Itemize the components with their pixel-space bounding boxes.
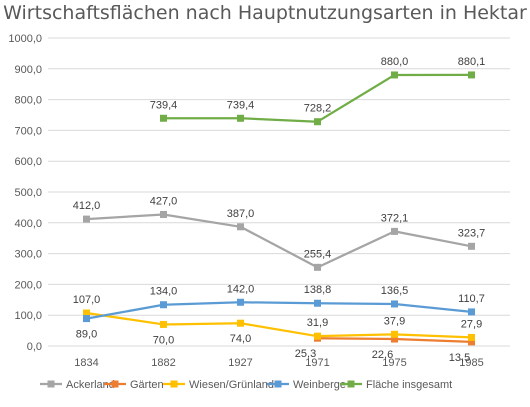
data-label-fläche-insgesamt: 880,0 — [381, 56, 409, 68]
data-point-ackerland — [160, 210, 167, 218]
data-label-wiesen-grünland: 31,9 — [307, 317, 328, 329]
y-tick-label: 100,0 — [14, 310, 42, 322]
legend-label-ackerland: Ackerland — [66, 379, 115, 391]
data-label-weinberge: 142,0 — [227, 283, 255, 295]
data-label-wiesen-grünland: 70,0 — [153, 334, 174, 346]
x-tick-label: 1882 — [151, 357, 175, 369]
x-tick-label: 1834 — [74, 357, 98, 369]
series-line-ackerland — [86, 213, 472, 269]
data-point-gärten — [391, 335, 398, 343]
data-point-weinberge — [160, 301, 167, 309]
data-point-wiesen-grünland — [160, 320, 167, 328]
data-point-wiesen-grünland — [468, 333, 475, 341]
data-point-weinberge — [468, 308, 475, 316]
x-tick-label: 1985 — [459, 357, 483, 369]
data-point-gärten — [468, 338, 475, 346]
data-label-ackerland: 372,1 — [381, 212, 409, 224]
data-point-ackerland — [83, 215, 90, 223]
data-label-weinberge: 136,5 — [381, 285, 409, 297]
data-point-wiesen-grünland — [83, 309, 90, 317]
data-label-ackerland: 255,4 — [304, 248, 332, 260]
data-label-fläche-insgesamt: 880,1 — [458, 56, 486, 68]
data-point-fläche-insgesamt — [468, 71, 475, 79]
data-label-fläche-insgesamt: 739,4 — [150, 99, 178, 111]
data-label-wiesen-grünland: 37,9 — [384, 315, 405, 327]
series-line-wiesen-grünland — [86, 311, 472, 339]
y-tick-label: 600,0 — [14, 156, 42, 168]
data-label-gärten: 22,6 — [372, 349, 393, 361]
legend-marker-weinberge — [274, 380, 282, 388]
legend-label-wiesen-grünland: Wiesen/Grünland — [189, 379, 274, 391]
y-tick-label: 800,0 — [14, 95, 42, 107]
legend-label-weinberge: Weinberge — [293, 379, 346, 391]
data-label-fläche-insgesamt: 728,2 — [304, 103, 332, 115]
data-point-weinberge — [83, 315, 90, 323]
data-point-wiesen-grünland — [237, 319, 244, 327]
data-label-ackerland: 412,0 — [73, 200, 101, 212]
data-label-wiesen-grünland: 27,9 — [461, 318, 482, 330]
x-tick-label: 1975 — [382, 357, 406, 369]
y-tick-label: 0,0 — [27, 341, 42, 353]
legend-label-fläche-insgesamt: Fläche insgesamt — [366, 379, 452, 391]
y-tick-label: 700,0 — [14, 125, 42, 137]
data-label-gärten: 13,5 — [449, 352, 470, 364]
data-label-weinberge: 138,8 — [304, 284, 332, 296]
y-tick-label: 500,0 — [14, 187, 42, 199]
data-point-ackerland — [468, 242, 475, 250]
legend-marker-fläche-insgesamt — [347, 380, 355, 388]
legend-label-gärten: Gärten — [130, 379, 164, 391]
data-point-ackerland — [391, 227, 398, 235]
x-tick-label: 1927 — [228, 357, 252, 369]
data-point-fläche-insgesamt — [391, 71, 398, 79]
data-label-ackerland: 387,0 — [227, 208, 255, 220]
series-line-weinberge — [86, 301, 472, 320]
data-point-fläche-insgesamt — [160, 114, 167, 122]
chart-title: Wirtschaftsflächen nach Hauptnutzungsart… — [3, 2, 527, 24]
data-label-wiesen-grünland: 74,0 — [230, 333, 251, 345]
data-label-ackerland: 427,0 — [150, 195, 178, 207]
y-tick-label: 200,0 — [14, 279, 42, 291]
y-tick-label: 300,0 — [14, 249, 42, 261]
data-label-weinberge: 89,0 — [76, 329, 97, 341]
data-point-wiesen-grünland — [391, 330, 398, 338]
x-tick-label: 1971 — [305, 357, 329, 369]
data-point-fläche-insgesamt — [237, 114, 244, 122]
legend-marker-ackerland — [47, 380, 55, 388]
data-label-weinberge: 134,0 — [150, 286, 178, 298]
legend-marker-wiesen-grünland — [170, 380, 178, 388]
y-tick-label: 900,0 — [14, 64, 42, 76]
data-point-ackerland — [314, 263, 321, 271]
data-label-ackerland: 323,7 — [458, 227, 486, 239]
data-point-wiesen-grünland — [314, 332, 321, 340]
data-label-wiesen-grünland: 107,0 — [73, 294, 101, 306]
data-point-weinberge — [314, 299, 321, 307]
y-tick-label: 1000,0 — [8, 33, 42, 45]
data-label-fläche-insgesamt: 739,4 — [227, 99, 255, 111]
data-point-weinberge — [391, 300, 398, 308]
data-point-ackerland — [237, 223, 244, 231]
legend-marker-gärten — [111, 380, 119, 388]
y-tick-label: 400,0 — [14, 218, 42, 230]
data-point-fläche-insgesamt — [314, 118, 321, 126]
data-label-gärten: 25,3 — [295, 348, 316, 360]
data-label-weinberge: 110,7 — [458, 293, 485, 305]
data-point-weinberge — [237, 298, 244, 306]
